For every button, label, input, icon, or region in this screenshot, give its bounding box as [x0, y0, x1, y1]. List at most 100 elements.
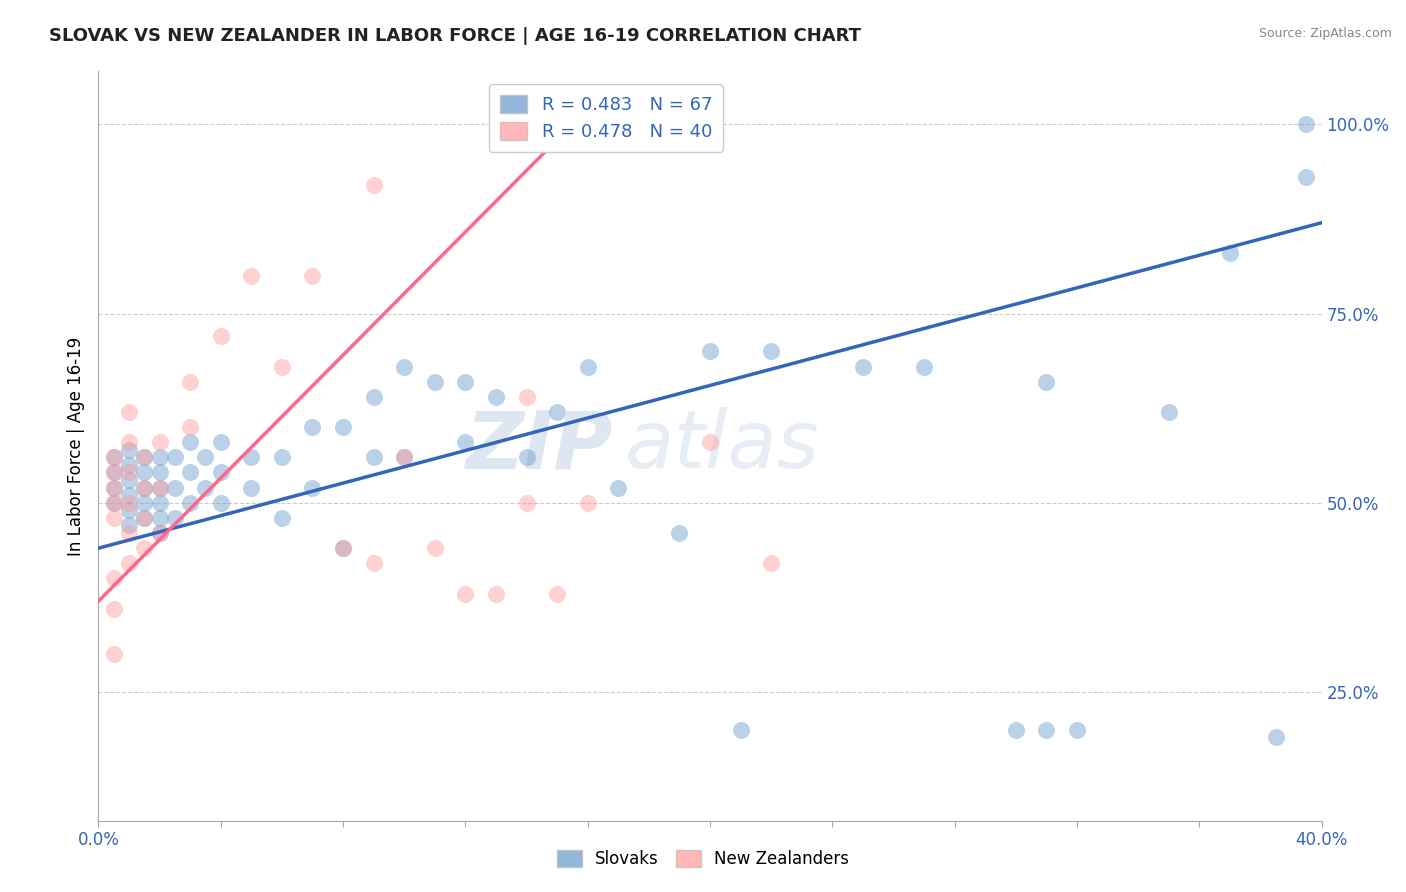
Point	[118, 435, 141, 450]
Point	[301, 481, 323, 495]
Point	[576, 496, 599, 510]
Point	[149, 450, 172, 465]
Point	[179, 496, 201, 510]
Point	[118, 466, 141, 480]
Point	[1035, 723, 1057, 737]
Text: SLOVAK VS NEW ZEALANDER IN LABOR FORCE | AGE 16-19 CORRELATION CHART: SLOVAK VS NEW ZEALANDER IN LABOR FORCE |…	[49, 27, 862, 45]
Point	[118, 458, 141, 472]
Point	[179, 375, 201, 389]
Point	[103, 481, 125, 495]
Point	[1264, 731, 1286, 745]
Point	[194, 450, 217, 465]
Point	[363, 557, 385, 571]
Point	[149, 481, 172, 495]
Point	[392, 450, 416, 465]
Point	[103, 496, 125, 510]
Point	[363, 390, 385, 404]
Point	[103, 601, 125, 615]
Point	[454, 375, 477, 389]
Point	[912, 359, 935, 374]
Point	[134, 511, 156, 525]
Legend: R = 0.483   N = 67, R = 0.478   N = 40: R = 0.483 N = 67, R = 0.478 N = 40	[489, 84, 723, 152]
Point	[270, 359, 292, 374]
Point	[485, 390, 508, 404]
Point	[1219, 246, 1241, 260]
Point	[759, 557, 782, 571]
Point	[240, 481, 263, 495]
Text: ZIP: ZIP	[465, 407, 612, 485]
Point	[332, 541, 354, 556]
Point	[118, 526, 141, 541]
Point	[149, 526, 172, 541]
Point	[149, 466, 172, 480]
Point	[163, 450, 186, 465]
Point	[270, 511, 292, 525]
Point	[1004, 723, 1026, 737]
Point	[699, 344, 721, 359]
Point	[576, 359, 599, 374]
Point	[134, 511, 156, 525]
Point	[149, 481, 172, 495]
Point	[179, 435, 201, 450]
Point	[332, 420, 354, 434]
Point	[1295, 117, 1317, 131]
Point	[103, 466, 125, 480]
Point	[179, 420, 201, 434]
Point	[668, 526, 690, 541]
Point	[134, 481, 156, 495]
Point	[118, 557, 141, 571]
Point	[134, 450, 156, 465]
Point	[103, 481, 125, 495]
Point	[149, 526, 172, 541]
Point	[1295, 170, 1317, 185]
Point	[118, 405, 141, 419]
Point	[363, 178, 385, 192]
Point	[392, 450, 416, 465]
Point	[546, 405, 568, 419]
Point	[118, 518, 141, 533]
Point	[730, 723, 752, 737]
Point	[163, 481, 186, 495]
Point	[103, 466, 125, 480]
Point	[363, 450, 385, 465]
Point	[118, 503, 141, 517]
Legend: Slovaks, New Zealanders: Slovaks, New Zealanders	[550, 843, 856, 875]
Point	[179, 466, 201, 480]
Point	[516, 450, 538, 465]
Point	[516, 496, 538, 510]
Point	[1157, 405, 1180, 419]
Point	[103, 450, 125, 465]
Point	[392, 359, 416, 374]
Point	[301, 268, 323, 283]
Point	[423, 375, 446, 389]
Point	[332, 541, 354, 556]
Point	[118, 488, 141, 502]
Point	[270, 450, 292, 465]
Point	[240, 268, 263, 283]
Point	[1066, 723, 1088, 737]
Point	[852, 359, 875, 374]
Point	[516, 390, 538, 404]
Point	[546, 586, 568, 600]
Y-axis label: In Labor Force | Age 16-19: In Labor Force | Age 16-19	[66, 336, 84, 556]
Point	[103, 647, 125, 661]
Text: atlas: atlas	[624, 407, 820, 485]
Point	[699, 435, 721, 450]
Point	[149, 496, 172, 510]
Point	[118, 473, 141, 487]
Point	[194, 481, 217, 495]
Point	[103, 511, 125, 525]
Point	[134, 450, 156, 465]
Point	[1035, 375, 1057, 389]
Point	[209, 496, 232, 510]
Point	[134, 541, 156, 556]
Point	[149, 511, 172, 525]
Point	[423, 541, 446, 556]
Point	[163, 511, 186, 525]
Point	[103, 450, 125, 465]
Point	[103, 496, 125, 510]
Point	[607, 481, 630, 495]
Point	[209, 435, 232, 450]
Point	[103, 571, 125, 585]
Point	[134, 466, 156, 480]
